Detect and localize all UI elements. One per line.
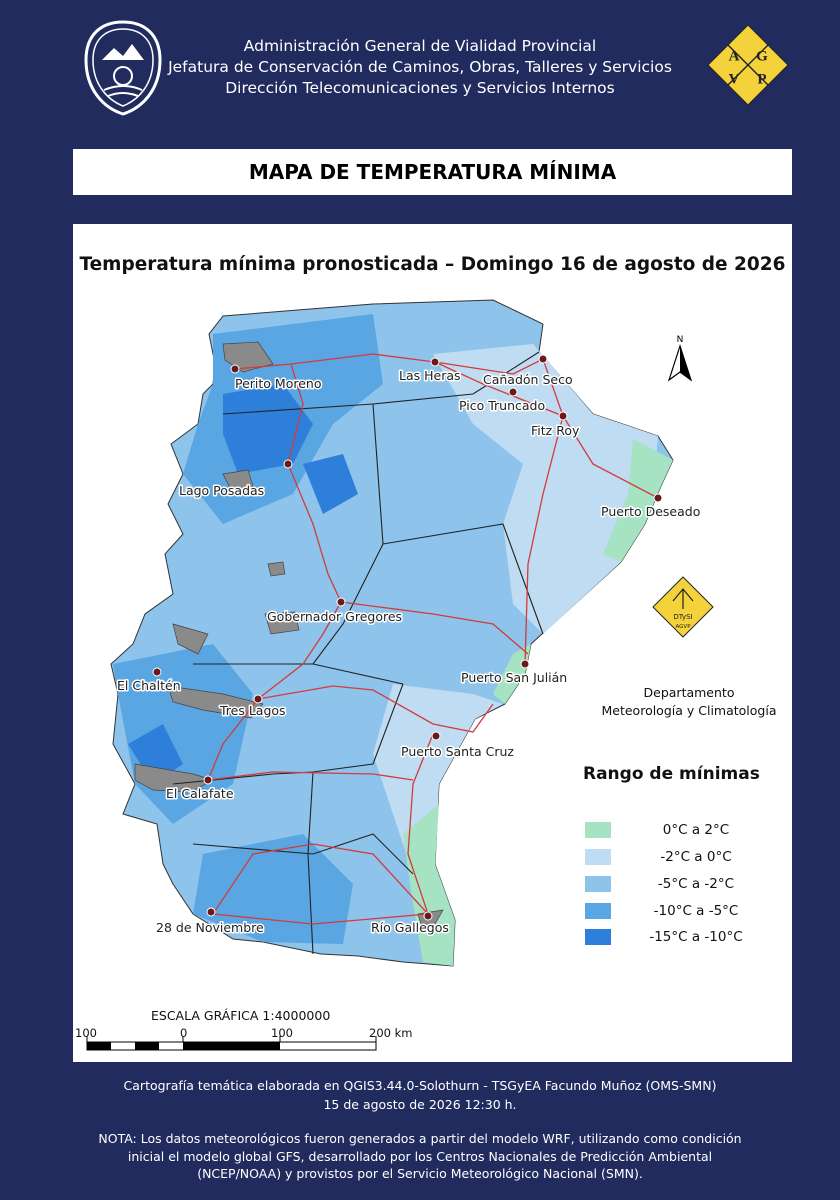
marker-el-chalten: [152, 667, 162, 677]
north-label: N: [677, 335, 684, 345]
scale-label: 0: [180, 1026, 188, 1040]
scale-title: ESCALA GRÁFICA 1:4000000: [151, 1008, 331, 1023]
provincial-roads: [207, 353, 659, 925]
city-label: Pico Truncado: [459, 398, 545, 413]
lake-strobel: [267, 561, 286, 577]
city-label: Gobernador Gregores: [267, 609, 402, 624]
city-label: Fitz Roy: [531, 423, 580, 438]
city-label: Puerto San Julián: [461, 670, 567, 685]
legend-swatch: [585, 849, 611, 865]
marker-puerto-deseado: [653, 493, 663, 503]
marker-fitz-roy: [558, 411, 568, 421]
header-line-3: Dirección Telecomunicaciones y Servicios…: [225, 79, 615, 97]
marker-rio-gallegos: [423, 911, 433, 921]
footer-note: NOTA: Los datos meteorológicos fueron ge…: [60, 1130, 780, 1183]
marker-28-de-noviembre: [206, 907, 216, 917]
legend-item: 0°C a 2°C: [585, 820, 761, 840]
marker-pico-truncado: [508, 387, 518, 397]
legend-swatch: [585, 903, 611, 919]
header-line-2: Jefatura de Conservación de Caminos, Obr…: [168, 58, 672, 76]
credit-line-2: 15 de agosto de 2026 12:30 h.: [323, 1097, 517, 1112]
legend-item: -5°C a -2°C: [585, 874, 761, 894]
agvp-logo: A G V P: [707, 24, 789, 106]
city-label: Puerto Santa Cruz: [401, 744, 514, 759]
department-line-2: Meteorología y Climatología: [601, 703, 777, 718]
city-label: Las Heras: [399, 368, 461, 383]
city-label: Tres Lagos: [219, 703, 286, 718]
department-line-1: Departamento: [643, 685, 735, 700]
marker-puerto-santa-cruz: [431, 731, 441, 741]
marker-tres-lagos: [253, 694, 263, 704]
dtysi-logo: DTySI AGVP: [652, 576, 714, 638]
legend-item: -10°C a -5°C: [585, 901, 761, 921]
dtysi-logo-bottom: AGVP: [675, 624, 691, 630]
north-arrow: N: [667, 335, 693, 382]
scale-bar: [86, 1036, 377, 1051]
marker-perito-moreno: [230, 364, 240, 374]
city-label: Cañadón Seco: [483, 372, 573, 387]
legend-item: -15°C a -10°C: [585, 927, 761, 947]
lake-pueyrredon: [222, 469, 254, 495]
lake-san-martin: [172, 623, 209, 655]
city-label: El Chaltén: [117, 678, 181, 693]
agvp-letter-v: V: [729, 71, 740, 87]
legend-item: -2°C a 0°C: [585, 847, 761, 867]
lake-cardiel: [264, 611, 300, 635]
marker-gobernador-gregores: [336, 597, 346, 607]
marker-las-heras: [430, 357, 440, 367]
city-label: 28 de Noviembre: [156, 920, 264, 935]
marker-lago-posadas: [283, 459, 293, 469]
lake-argentino: [134, 763, 214, 793]
agvp-letter-g: G: [756, 48, 768, 64]
zone-0-to-2: [603, 439, 673, 562]
marker-puerto-san-julian: [520, 659, 530, 669]
zone-minus-2-to-0: [433, 344, 658, 634]
city-label: Perito Moreno: [235, 376, 321, 391]
city-label: El Calafate: [166, 786, 234, 801]
agvp-letter-p: P: [757, 71, 766, 87]
legend-label: 0°C a 2°C: [662, 822, 730, 838]
dtysi-logo-top: DTySI: [673, 613, 692, 621]
legend-swatch: [585, 876, 611, 892]
note-line-1: NOTA: Los datos meteorológicos fueron ge…: [98, 1131, 742, 1146]
legend-label: -5°C a -2°C: [657, 876, 735, 892]
header-text: Administración General de Vialidad Provi…: [160, 36, 680, 99]
agvp-letter-a: A: [729, 48, 740, 64]
lake-buenos-aires: [222, 341, 274, 373]
map-subtitle: Temperatura mínima pronosticada – Doming…: [79, 254, 786, 275]
marker-canadon-seco: [538, 354, 548, 364]
scale-label: 100: [75, 1026, 97, 1040]
zone-0-to-2: [403, 804, 455, 966]
note-line-3: (NCEP/NOAA) y provistos por el Servicio …: [197, 1166, 643, 1181]
province-seal-logo: [84, 20, 162, 116]
legend-label: -2°C a 0°C: [660, 849, 732, 865]
zone-minus-2-to-0: [373, 684, 503, 874]
department-boundaries: [172, 351, 544, 955]
legend-title: Rango de mínimas: [583, 764, 760, 784]
credit-line-1: Cartografía temática elaborada en QGIS3.…: [123, 1078, 717, 1093]
marker-el-calafate: [203, 775, 213, 785]
city-label: Lago Posadas: [179, 483, 264, 498]
city-label: Río Gallegos: [371, 920, 449, 935]
map-canvas: N Perito Moreno Las Heras Cañadón Seco P…: [86, 299, 714, 1051]
lake-viedma: [167, 685, 264, 719]
header-line-1: Administración General de Vialidad Provi…: [243, 37, 597, 55]
legend-label: -15°C a -10°C: [649, 929, 743, 945]
scale-label: 200 km: [369, 1026, 413, 1040]
zone-minus-15-to-minus-10: [303, 454, 358, 514]
footer-credit: Cartografía temática elaborada en QGIS3.…: [40, 1076, 800, 1114]
legend-label: -10°C a -5°C: [653, 903, 739, 919]
legend-swatch: [585, 929, 611, 945]
department-name: Departamento Meteorología y Climatología: [589, 684, 789, 720]
city-label: Puerto Deseado: [601, 504, 700, 519]
zone-0-to-2: [493, 644, 531, 704]
city-labels: Perito Moreno Las Heras Cañadón Seco Pic…: [116, 367, 702, 937]
zone-minus-15-to-minus-10: [128, 724, 183, 784]
scale-label: 100: [271, 1026, 293, 1040]
note-line-2: inicial el modelo global GFS, desarrolla…: [127, 1148, 713, 1164]
map-panel: N Perito Moreno Las Heras Cañadón Seco P…: [73, 224, 792, 1062]
city-markers: [152, 354, 663, 921]
map-title: MAPA DE TEMPERATURA MÍNIMA: [73, 149, 792, 195]
legend-swatch: [585, 822, 611, 838]
